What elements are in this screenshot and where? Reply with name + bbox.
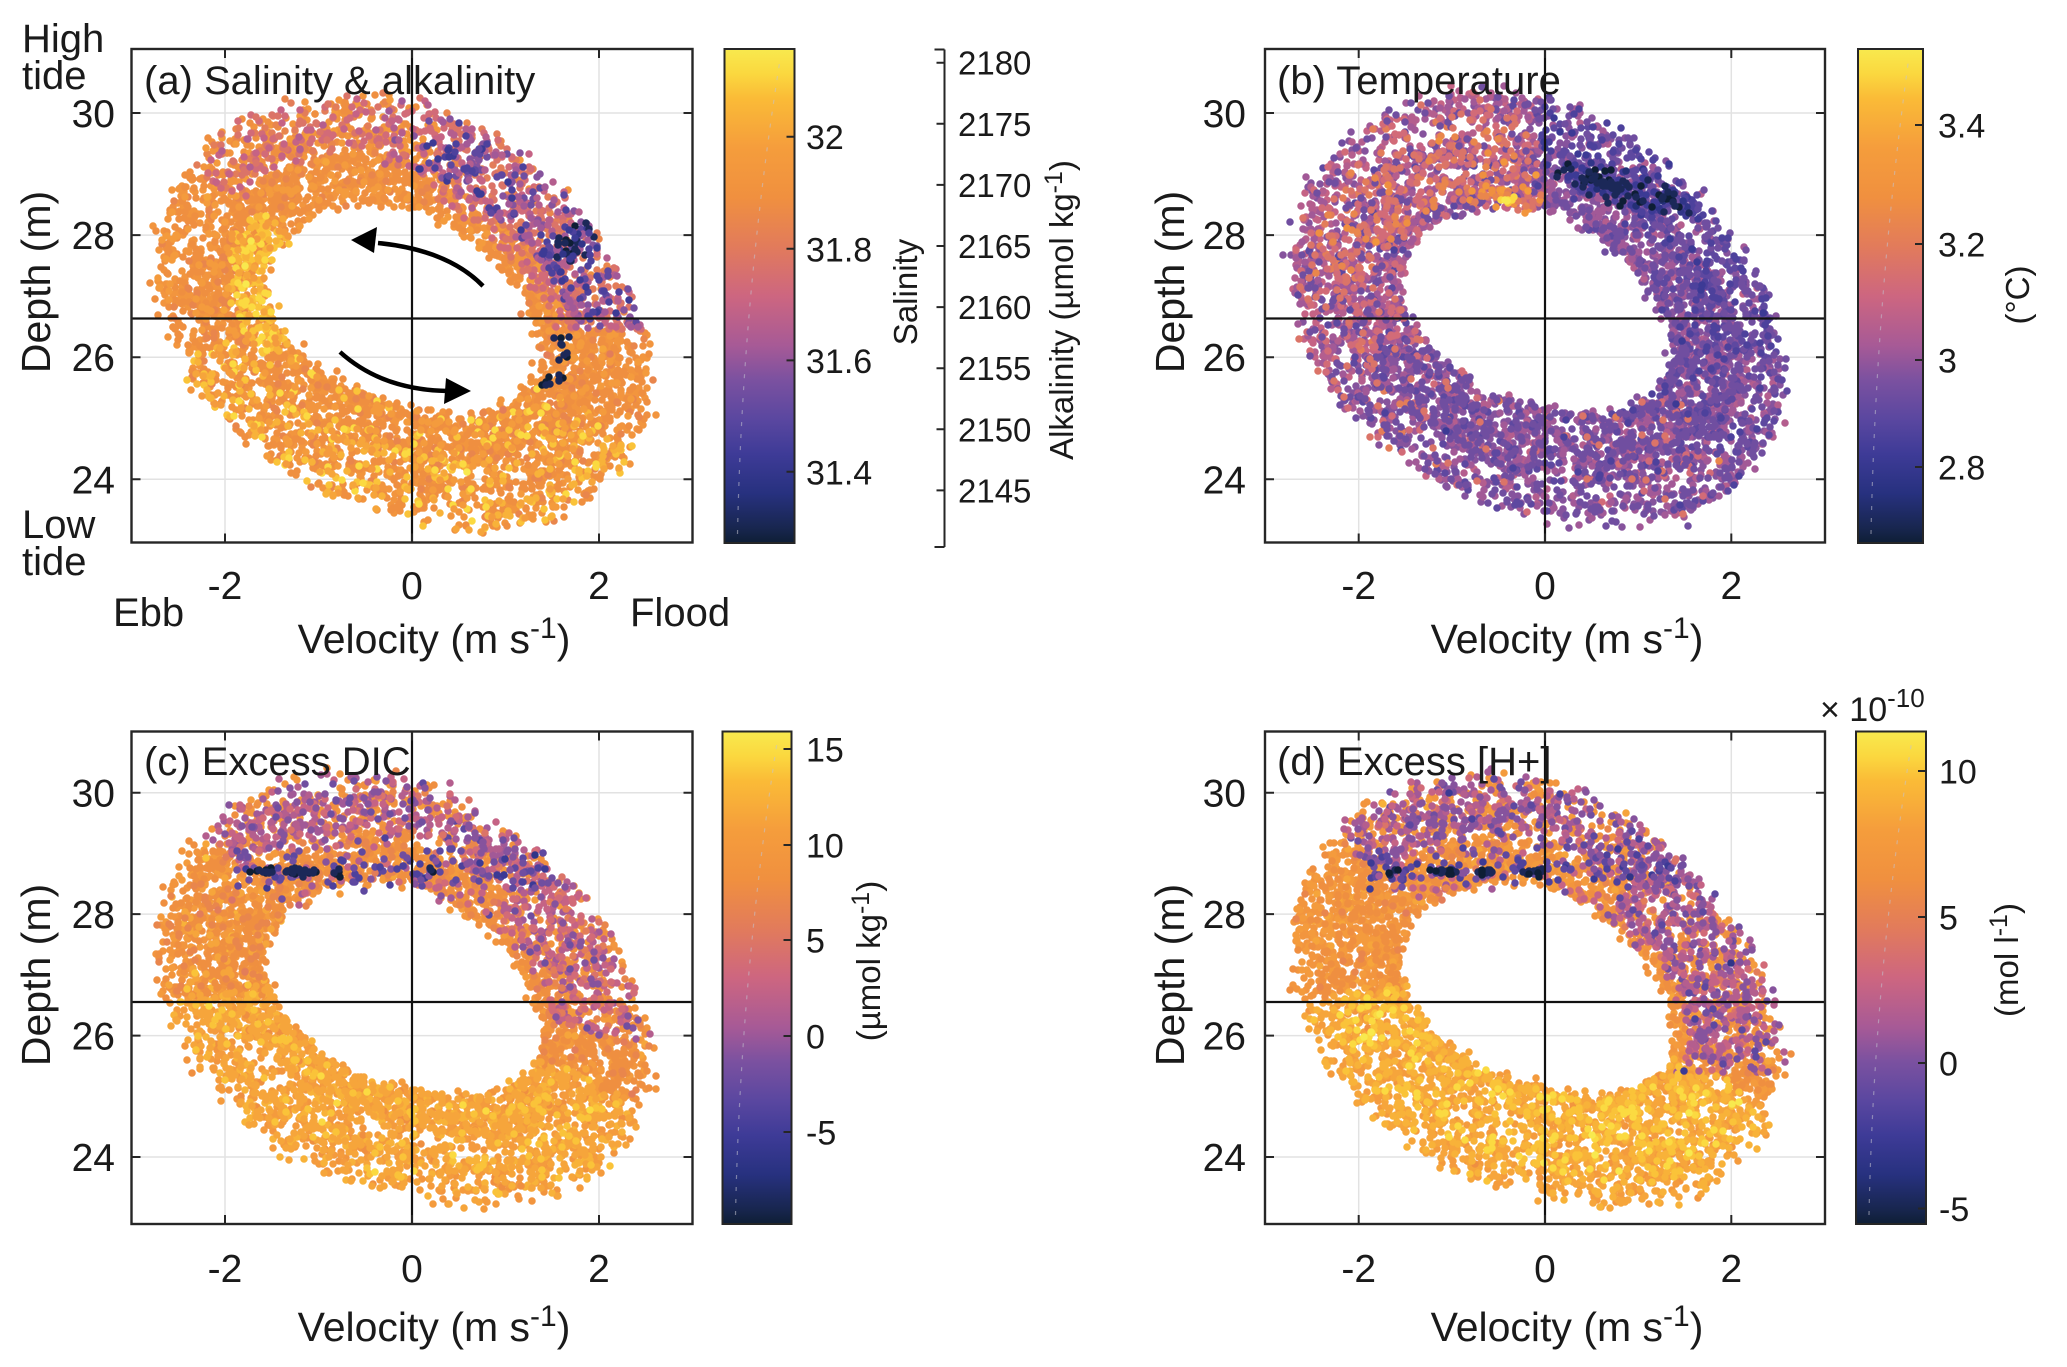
- svg-text:(a) Salinity & alkalinity: (a) Salinity & alkalinity: [144, 59, 535, 103]
- svg-text:0: 0: [401, 1248, 423, 1291]
- svg-text:30: 30: [1203, 93, 1246, 136]
- svg-text:-2: -2: [208, 565, 243, 608]
- svg-text:26: 26: [1203, 337, 1246, 380]
- svg-text:10: 10: [1939, 754, 1977, 792]
- svg-text:Velocity (m s-1): Velocity (m s-1): [1431, 1300, 1704, 1350]
- svg-text:(b) Temperature: (b) Temperature: [1277, 59, 1561, 103]
- svg-text:(°C): (°C): [1999, 265, 2036, 324]
- svg-text:Low: Low: [22, 503, 95, 547]
- svg-text:-2: -2: [1341, 565, 1376, 608]
- svg-text:31.6: 31.6: [806, 343, 872, 381]
- svg-text:2: 2: [588, 565, 610, 608]
- svg-text:2165: 2165: [958, 228, 1031, 265]
- svg-text:-5: -5: [806, 1115, 836, 1153]
- svg-text:tide: tide: [22, 54, 87, 98]
- svg-text:26: 26: [1203, 1016, 1246, 1059]
- svg-text:Velocity (m s-1): Velocity (m s-1): [1431, 612, 1704, 662]
- svg-text:2: 2: [1720, 1248, 1742, 1291]
- svg-text:-2: -2: [208, 1248, 243, 1291]
- svg-text:32: 32: [806, 119, 844, 157]
- svg-text:30: 30: [72, 773, 115, 816]
- svg-text:Velocity (m s-1): Velocity (m s-1): [298, 612, 571, 662]
- svg-text:Ebb: Ebb: [113, 591, 184, 635]
- svg-text:Depth (m): Depth (m): [13, 191, 59, 373]
- svg-text:-2: -2: [1341, 1248, 1376, 1291]
- svg-text:0: 0: [1534, 565, 1556, 608]
- svg-text:30: 30: [72, 93, 115, 136]
- svg-text:3.2: 3.2: [1938, 227, 1985, 265]
- svg-text:Flood: Flood: [630, 591, 730, 635]
- svg-text:26: 26: [72, 1016, 115, 1059]
- svg-text:(d) Excess [H+]: (d) Excess [H+]: [1277, 740, 1552, 784]
- svg-text:2170: 2170: [958, 167, 1031, 204]
- svg-text:24: 24: [1203, 1137, 1246, 1180]
- svg-text:tide: tide: [22, 540, 87, 584]
- svg-text:Alkalinity (µmol kg-1): Alkalinity (µmol kg-1): [1040, 160, 1080, 460]
- svg-text:0: 0: [806, 1019, 825, 1057]
- svg-text:2150: 2150: [958, 411, 1031, 448]
- svg-text:Depth (m): Depth (m): [1147, 191, 1193, 373]
- svg-text:High: High: [22, 17, 104, 61]
- svg-text:24: 24: [1203, 459, 1246, 502]
- svg-text:2: 2: [588, 1248, 610, 1291]
- svg-text:3: 3: [1938, 343, 1957, 381]
- svg-text:2175: 2175: [958, 106, 1031, 143]
- svg-text:26: 26: [72, 337, 115, 380]
- svg-text:2160: 2160: [958, 289, 1031, 326]
- svg-text:Salinity: Salinity: [887, 238, 924, 345]
- svg-text:28: 28: [1203, 894, 1246, 937]
- svg-text:-5: -5: [1939, 1191, 1969, 1229]
- svg-text:24: 24: [72, 459, 115, 502]
- svg-text:3.4: 3.4: [1938, 108, 1985, 146]
- svg-text:0: 0: [401, 565, 423, 608]
- svg-text:31.8: 31.8: [806, 231, 872, 269]
- svg-text:28: 28: [72, 894, 115, 937]
- svg-text:(c) Excess DIC: (c) Excess DIC: [144, 740, 411, 784]
- svg-text:0: 0: [1534, 1248, 1556, 1291]
- svg-text:2180: 2180: [958, 45, 1031, 82]
- svg-text:Velocity (m s-1): Velocity (m s-1): [298, 1300, 571, 1350]
- svg-text:28: 28: [72, 215, 115, 258]
- svg-text:2145: 2145: [958, 472, 1031, 509]
- svg-text:Depth (m): Depth (m): [1147, 884, 1193, 1066]
- svg-text:15: 15: [806, 732, 844, 770]
- svg-text:Depth (m): Depth (m): [13, 884, 59, 1066]
- svg-text:30: 30: [1203, 773, 1246, 816]
- svg-text:0: 0: [1939, 1046, 1958, 1084]
- svg-text:2.8: 2.8: [1938, 450, 1985, 488]
- svg-text:10: 10: [806, 828, 844, 866]
- svg-text:31.4: 31.4: [806, 454, 872, 492]
- svg-text:28: 28: [1203, 215, 1246, 258]
- svg-text:5: 5: [806, 923, 825, 961]
- svg-text:2155: 2155: [958, 350, 1031, 387]
- svg-text:5: 5: [1939, 900, 1958, 938]
- svg-text:2: 2: [1720, 565, 1742, 608]
- svg-text:24: 24: [72, 1137, 115, 1180]
